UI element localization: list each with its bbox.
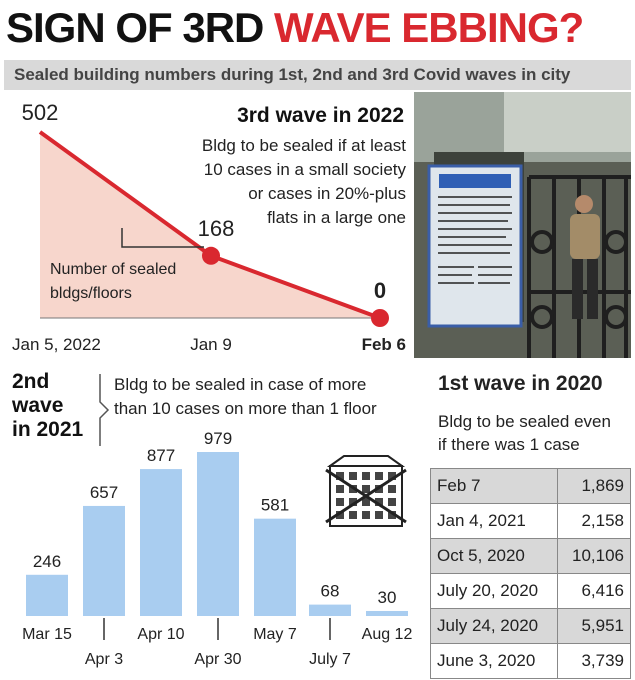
table-cell-value: 5,951 <box>557 608 631 644</box>
bar-0 <box>26 574 68 616</box>
building-icon-window <box>336 472 344 480</box>
bar-5 <box>309 604 351 616</box>
x-tick-4: May 7 <box>253 626 297 643</box>
bar-2 <box>140 469 182 616</box>
photo-illustration <box>414 92 631 358</box>
building-icon-window <box>336 498 344 506</box>
table-cell-date: July 20, 2020 <box>429 573 559 609</box>
headline-part1: SIGN OF 3RD <box>6 4 275 51</box>
table-row: July 24, 2020 5,951 <box>429 608 631 644</box>
table-cell-value: 1,869 <box>557 468 631 504</box>
bar-value-label-6: 30 <box>378 588 397 607</box>
first-wave-panel: 1st wave in 2020 Bldg to be sealed even … <box>429 362 631 679</box>
bar-6 <box>366 610 408 616</box>
third-wave-title: 3rd wave in 2022 <box>237 104 404 127</box>
building-icon-window <box>388 511 396 519</box>
building-icon-window <box>336 485 344 493</box>
x-tick-2: Apr 10 <box>137 626 184 643</box>
building-icon-window <box>362 498 370 506</box>
sealed-building-photo <box>414 92 631 358</box>
headline: SIGN OF 3RD WAVE EBBING? <box>0 0 635 58</box>
first-wave-note-line1: Bldg to be sealed even <box>438 412 611 431</box>
building-icon-window <box>375 498 383 506</box>
bar-3 <box>197 452 239 616</box>
table-cell-date: Oct 5, 2020 <box>429 538 559 574</box>
building-icon-window <box>362 472 370 480</box>
x-tick-3: Apr 30 <box>194 651 241 668</box>
building-icon-window <box>349 472 357 480</box>
table-cell-value: 2,158 <box>557 503 631 539</box>
building-icon-window <box>375 472 383 480</box>
table-row: July 20, 2020 6,416 <box>429 573 631 609</box>
table-cell-value: 10,106 <box>557 538 631 574</box>
second-wave-title-line3: in 2021 <box>12 418 84 441</box>
building-icon-window <box>336 511 344 519</box>
second-wave-title-line2: wave <box>11 394 63 417</box>
bar-1 <box>83 505 125 616</box>
annotation-line2: bldgs/floors <box>50 285 132 302</box>
bar-value-label-3: 979 <box>204 429 232 448</box>
first-wave-title: 1st wave in 2020 <box>438 372 603 395</box>
third-wave-panel: 502 168 0 Jan 5, 2022 Jan 9 Feb 6 Number of se… <box>4 92 414 358</box>
bar-value-label-0: 246 <box>33 552 61 571</box>
third-wave-point-2 <box>371 309 389 327</box>
table-cell-value: 3,739 <box>557 643 631 679</box>
building-icon-window <box>362 485 370 493</box>
first-wave-note-line2: if there was 1 case <box>438 435 580 454</box>
sealed-building-icon <box>325 455 407 527</box>
building-icon-window <box>349 498 357 506</box>
second-wave-note-line1: Bldg to be sealed in case of more <box>114 375 366 394</box>
annotation-line1: Number of sealed <box>50 261 176 278</box>
building-icon-window <box>388 498 396 506</box>
bar-value-label-4: 581 <box>261 496 289 515</box>
bar-value-label-5: 68 <box>321 582 340 601</box>
annotation-pointer <box>121 228 204 248</box>
third-wave-chart: 502 168 0 Jan 5, 2022 Jan 9 Feb 6 Number of se… <box>4 92 414 358</box>
table-cell-date: July 24, 2020 <box>429 608 559 644</box>
second-wave-bracket <box>99 374 110 446</box>
table-cell-date: Feb 7 <box>429 468 559 504</box>
table-cell-date: June 3, 2020 <box>429 643 559 679</box>
x-tick-feb6: Feb 6 <box>362 335 406 354</box>
building-icon-window <box>388 472 396 480</box>
second-wave-note-line2: than 10 cases on more than 1 floor <box>114 399 377 418</box>
third-wave-note-line4: flats in a large one <box>267 208 406 227</box>
building-icon-window <box>349 511 357 519</box>
value-label-feb6: 0 <box>374 278 386 303</box>
bar-value-label-1: 657 <box>90 483 118 502</box>
x-tick-0: Mar 15 <box>22 626 72 643</box>
subtitle-bar: Sealed building numbers during 1st, 2nd … <box>4 60 631 90</box>
third-wave-point-1 <box>202 246 220 265</box>
bar-4 <box>254 518 296 616</box>
x-tick-jan9: Jan 9 <box>190 335 232 354</box>
third-wave-note-line3: or cases in 20%-plus <box>248 184 406 203</box>
third-wave-area <box>40 132 380 318</box>
x-tick-1: Apr 3 <box>85 651 123 668</box>
building-icon-roof <box>326 455 406 467</box>
table-cell-value: 6,416 <box>557 573 631 609</box>
third-wave-note-line1: Bldg to be sealed if at least <box>202 136 406 155</box>
x-tick-5: July 7 <box>309 651 351 668</box>
table-row: June 3, 2020 3,739 <box>429 643 631 679</box>
building-icon-window <box>362 511 370 519</box>
second-wave-title-line1: 2nd <box>12 370 49 393</box>
x-tick-jan5: Jan 5, 2022 <box>12 335 101 354</box>
table-row: Jan 4, 2021 2,158 <box>429 503 631 539</box>
headline-part2: WAVE EBBING? <box>274 4 584 51</box>
subtitle: Sealed building numbers during 1st, 2nd … <box>14 65 571 84</box>
value-label-jan5: 502 <box>22 100 59 125</box>
first-wave-table: Feb 7 1,869 Jan 4, 2021 2,158 Oct 5, 2020 10,… <box>429 468 631 679</box>
building-icon-window <box>388 485 396 493</box>
building-icon-window <box>375 511 383 519</box>
value-label-jan9: 168 <box>198 216 235 241</box>
bar-value-label-2: 877 <box>147 446 175 465</box>
building-icon-tape-2 <box>325 468 407 524</box>
table-row: Oct 5, 2020 10,106 <box>429 538 631 574</box>
third-wave-note-line2: 10 cases in a small society <box>204 160 407 179</box>
table-cell-date: Jan 4, 2021 <box>429 503 559 539</box>
second-wave-panel: 2nd wave in 2021 Bldg to be sealed in case … <box>4 362 426 675</box>
table-row: Feb 7 1,869 <box>429 468 631 504</box>
x-tick-6: Aug 12 <box>362 626 413 643</box>
